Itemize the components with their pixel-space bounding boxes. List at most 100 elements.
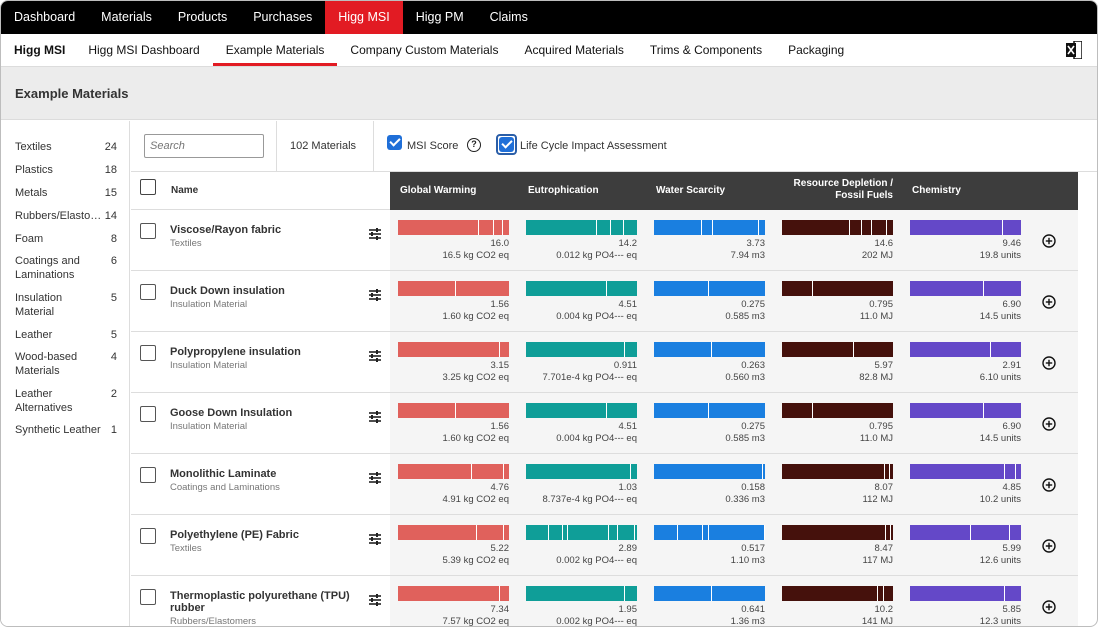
add-circle-icon[interactable] [1042, 417, 1056, 431]
material-name[interactable]: Thermoplastic polyurethane (TPU) rubber [170, 590, 350, 614]
table-row[interactable]: Goose Down Insulation Insulation Material… [131, 393, 1078, 454]
material-count: 102 Materials [290, 140, 357, 152]
sidebar-category[interactable]: Rubbers/Elasto… 14 [15, 210, 119, 224]
msi-score-value: 4.76 [490, 482, 510, 493]
sidebar-category[interactable]: Insulation Material 5 [15, 292, 119, 319]
sub-nav-example-materials[interactable]: Example Materials [212, 34, 338, 66]
page-header: Example Materials [1, 66, 1097, 120]
search-input[interactable] [144, 134, 264, 158]
sub-nav-acquired-materials[interactable]: Acquired Materials [524, 43, 624, 57]
sidebar-category[interactable]: Foam 8 [15, 233, 119, 247]
bar-segment-divider [1004, 464, 1005, 479]
top-nav-purchases[interactable]: Purchases [253, 10, 313, 24]
msi-score-value: 1.56 [490, 421, 510, 432]
material-name[interactable]: Polypropylene insulation [170, 346, 301, 358]
sidebar-category[interactable]: Synthetic Leather 1 [15, 424, 119, 438]
column-header[interactable]: Chemistry [912, 185, 961, 196]
select-all-checkbox[interactable] [140, 179, 156, 195]
row-checkbox[interactable] [140, 223, 156, 239]
row-checkbox[interactable] [140, 467, 156, 483]
sub-nav-packaging[interactable]: Packaging [788, 43, 845, 57]
bar-segment-divider [1009, 525, 1010, 540]
row-checkbox[interactable] [140, 406, 156, 422]
table-row[interactable]: Thermoplastic polyurethane (TPU) rubber R… [131, 576, 1078, 626]
top-nav-higg-pm[interactable]: Higg PM [415, 10, 464, 24]
column-header[interactable]: Global Warming [400, 185, 477, 196]
adjust-sliders-icon[interactable] [368, 227, 382, 241]
material-name[interactable]: Monolithic Laminate [170, 468, 277, 480]
sidebar-category[interactable]: Metals 15 [15, 187, 119, 201]
add-circle-icon[interactable] [1042, 356, 1056, 370]
add-circle-icon[interactable] [1042, 478, 1056, 492]
material-name[interactable]: Duck Down insulation [170, 285, 285, 297]
lca-value: 7.701e-4 kg PO4--- eq [542, 372, 637, 383]
excel-export-icon[interactable] [1066, 41, 1082, 59]
msi-score-value: 0.795 [869, 421, 893, 432]
material-name[interactable]: Polyethylene (PE) Fabric [170, 529, 299, 541]
impact-bar [910, 464, 1021, 479]
bar-segment-divider [596, 220, 597, 235]
row-checkbox[interactable] [140, 284, 156, 300]
adjust-sliders-icon[interactable] [368, 532, 382, 546]
bar-segment-divider [762, 464, 763, 479]
add-circle-icon[interactable] [1042, 600, 1056, 614]
help-icon[interactable]: ? [467, 138, 481, 152]
sub-nav-trims-components[interactable]: Trims & Components [649, 43, 763, 57]
adjust-sliders-icon[interactable] [368, 349, 382, 363]
top-nav-higg-msi[interactable]: Higg MSI [325, 1, 403, 34]
category-count: 24 [104, 141, 117, 153]
row-checkbox[interactable] [140, 589, 156, 605]
impact-bar [654, 220, 765, 235]
sidebar-category[interactable]: Leather Alternatives 2 [15, 388, 119, 415]
filter-toolbar: 102 Materials MSI Score ? Life Cycle Imp… [131, 121, 1097, 172]
lca-value: 12.6 units [979, 555, 1021, 566]
table-row[interactable]: Viscose/Rayon fabric Textiles 16.0 16.5 kg … [131, 210, 1078, 271]
sub-nav-higg-msi-dashboard[interactable]: Higg MSI Dashboard [88, 43, 200, 57]
top-nav-products[interactable]: Products [177, 10, 228, 24]
msi-score-value: 0.641 [741, 604, 765, 615]
material-name[interactable]: Goose Down Insulation [170, 407, 293, 419]
category-count: 15 [104, 187, 117, 199]
name-column-header[interactable]: Name [171, 185, 199, 196]
sub-nav-higg-msi[interactable]: Higg MSI [14, 43, 66, 57]
bar-segment-divider [503, 525, 504, 540]
sidebar-category[interactable]: Coatings and Laminations 6 [15, 255, 119, 282]
column-header[interactable]: Water Scarcity [656, 185, 726, 196]
msi-score-checkbox[interactable] [387, 135, 402, 150]
lca-value: 8.737e-4 kg PO4--- eq [542, 494, 637, 505]
adjust-sliders-icon[interactable] [368, 471, 382, 485]
material-name[interactable]: Viscose/Rayon fabric [170, 224, 282, 236]
adjust-sliders-icon[interactable] [368, 288, 382, 302]
row-checkbox[interactable] [140, 528, 156, 544]
sidebar-category[interactable]: Textiles 24 [15, 141, 119, 155]
msi-score-value: 1.03 [618, 482, 638, 493]
adjust-sliders-icon[interactable] [368, 593, 382, 607]
add-circle-icon[interactable] [1042, 295, 1056, 309]
lca-checkbox[interactable] [499, 137, 514, 152]
add-circle-icon[interactable] [1042, 234, 1056, 248]
sub-nav-company-custom-materials[interactable]: Company Custom Materials [350, 43, 499, 57]
top-nav-dashboard[interactable]: Dashboard [14, 10, 76, 24]
bar-segment-divider [624, 586, 625, 601]
sidebar-category[interactable]: Leather 5 [15, 329, 119, 343]
add-circle-icon[interactable] [1042, 539, 1056, 553]
table-row[interactable]: Polypropylene insulation Insulation Mater… [131, 332, 1078, 393]
category-label: Foam [15, 233, 44, 245]
table-row[interactable]: Duck Down insulation Insulation Material 1… [131, 271, 1078, 332]
column-header[interactable]: Eutrophication [528, 185, 599, 196]
table-row[interactable]: Monolithic Laminate Coatings and Laminati… [131, 454, 1078, 515]
category-count: 14 [104, 210, 117, 222]
adjust-sliders-icon[interactable] [368, 410, 382, 424]
sidebar-category[interactable]: Plastics 18 [15, 164, 119, 178]
top-nav-materials[interactable]: Materials [101, 10, 152, 24]
lca-value: 11.0 MJ [859, 311, 893, 322]
impact-bar [782, 281, 893, 296]
category-count: 6 [110, 255, 117, 267]
row-checkbox[interactable] [140, 345, 156, 361]
column-header[interactable]: Resource Depletion / Fossil Fuels [793, 178, 893, 201]
table-row[interactable]: Polyethylene (PE) Fabric Textiles 5.22 5.39… [131, 515, 1078, 576]
impact-bar [910, 403, 1021, 418]
top-nav-claims[interactable]: Claims [489, 10, 528, 24]
bar-segment-divider [701, 220, 702, 235]
sidebar-category[interactable]: Wood-based Materials 4 [15, 351, 119, 378]
